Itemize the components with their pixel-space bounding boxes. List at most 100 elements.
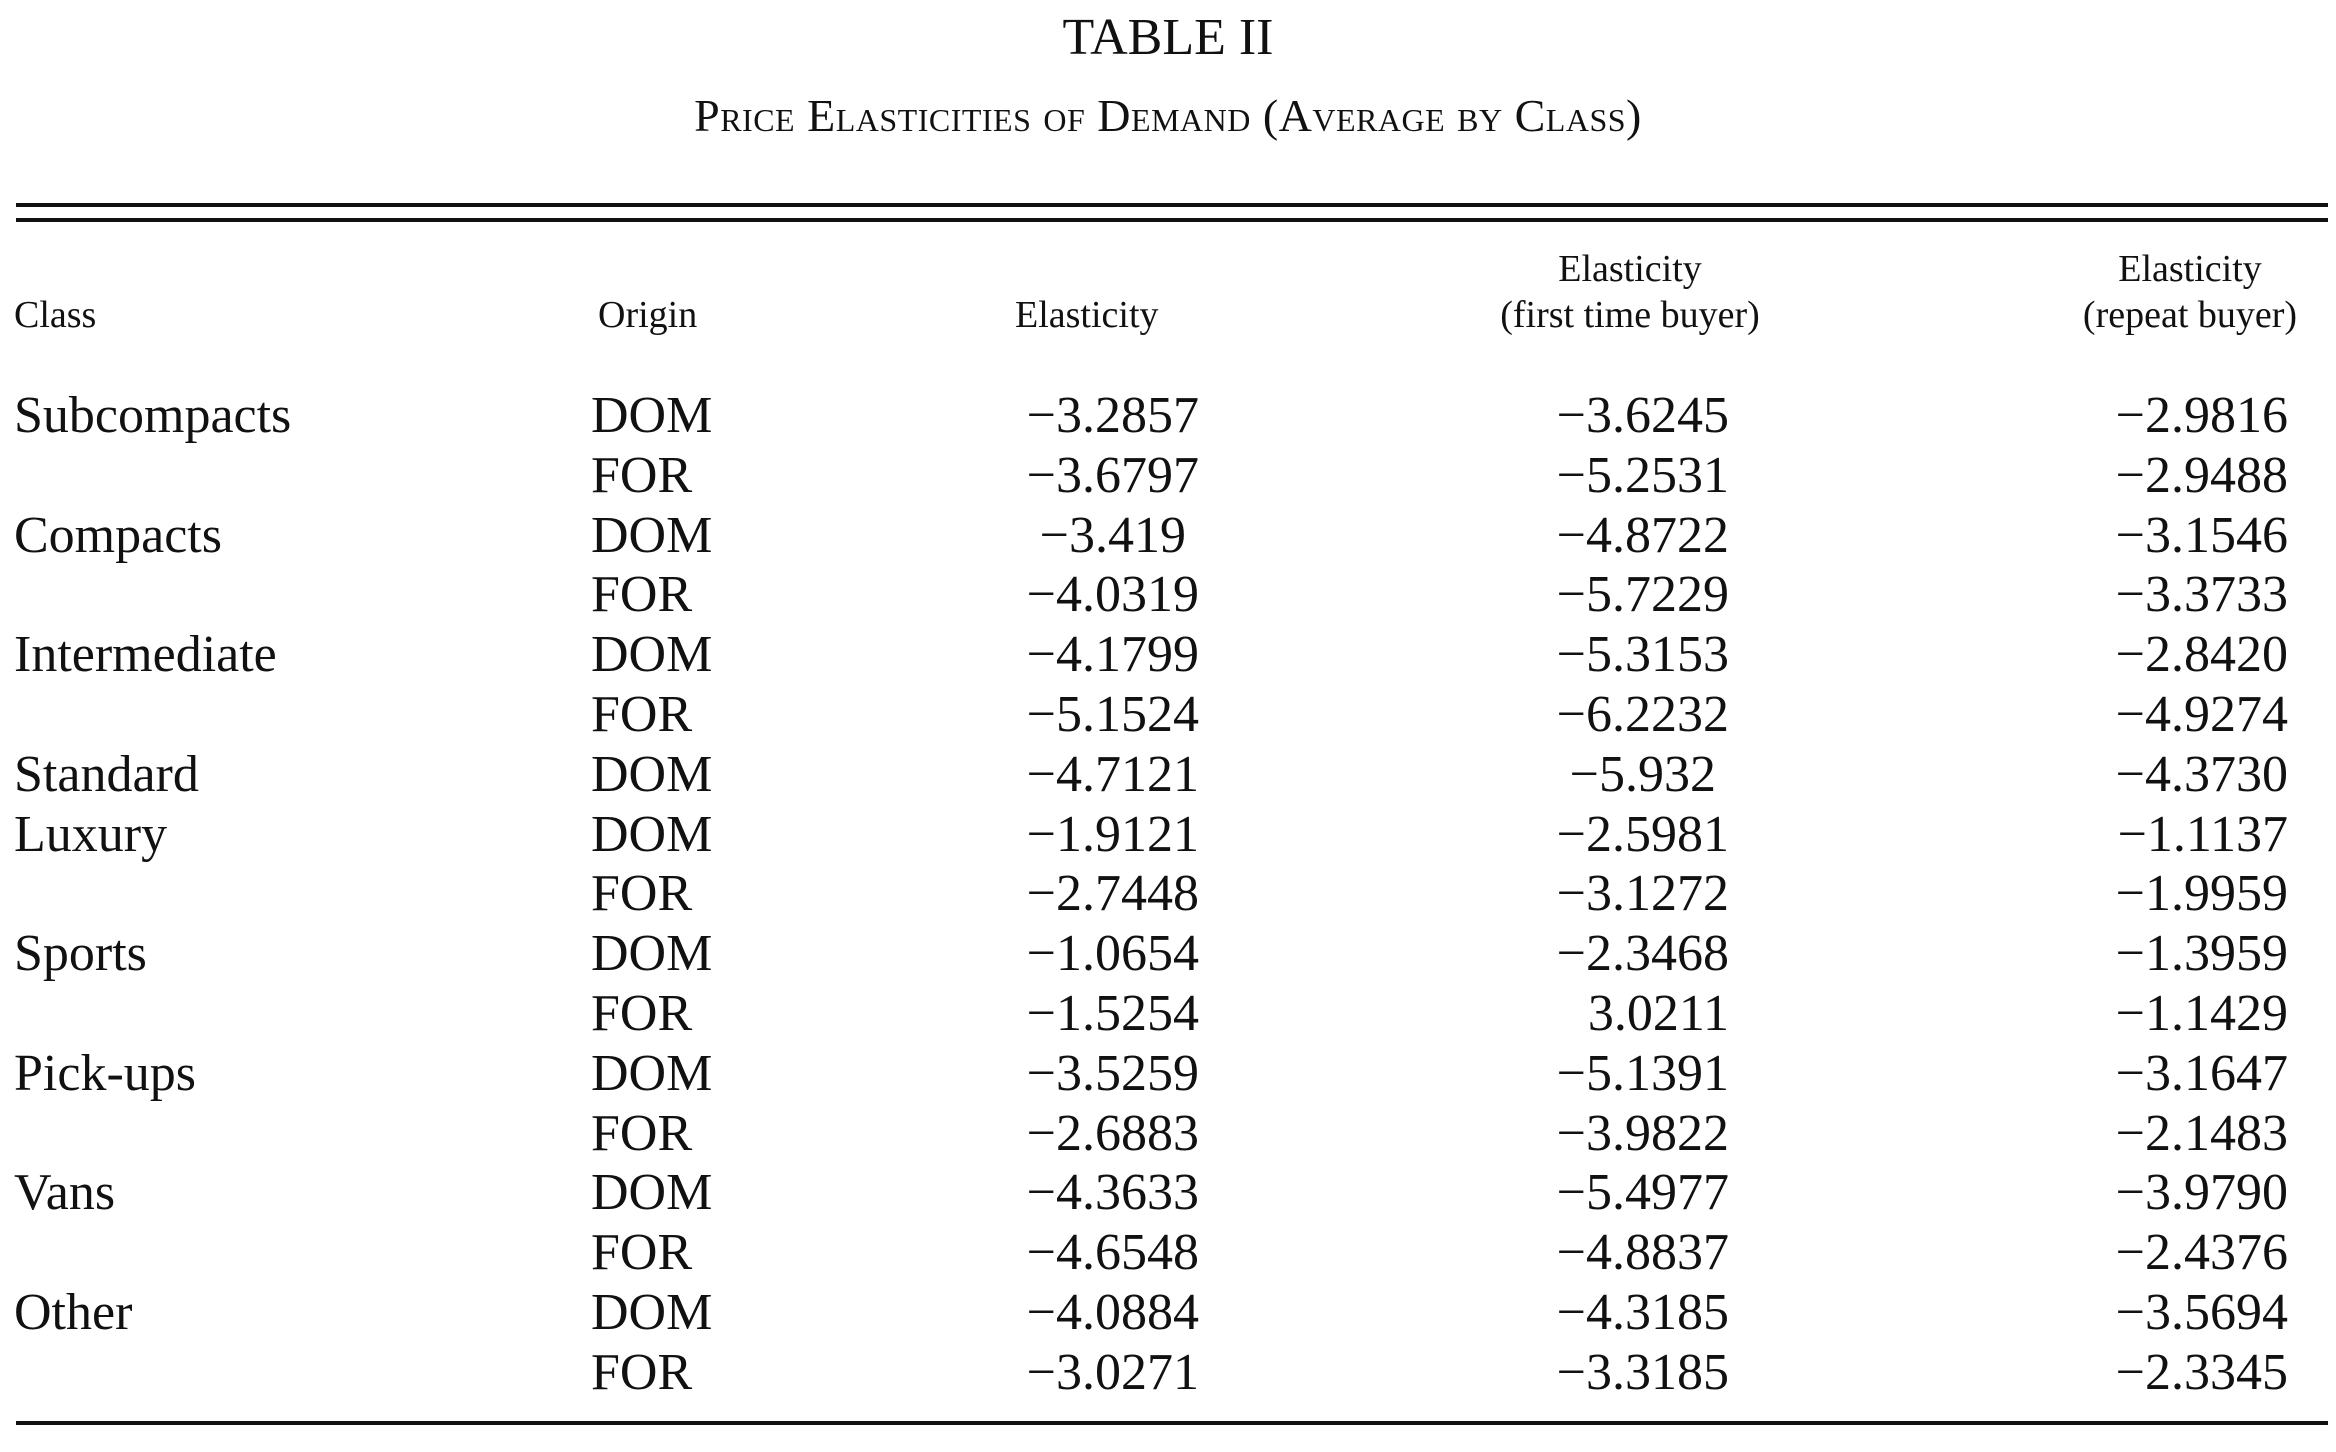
row-first-time-cell: −6.2232 xyxy=(1556,685,1729,743)
row-class-cell: Vans xyxy=(14,1164,116,1222)
row-repeat-cell: −3.9790 xyxy=(2115,1164,2288,1222)
row-repeat-cell: −1.1429 xyxy=(2115,984,2288,1042)
row-origin-cell: FOR xyxy=(591,1343,693,1401)
table-row: Intermediate DOM −4.1799 −5.3153 −2.8420 xyxy=(0,625,2336,685)
row-origin-cell: FOR xyxy=(591,566,693,624)
row-origin-cell: DOM xyxy=(591,1283,713,1341)
row-first-time-cell: −3.1272 xyxy=(1556,865,1729,923)
row-elasticity-cell: −3.419 xyxy=(1039,506,1199,564)
row-repeat-cell: −4.9274 xyxy=(2115,685,2288,743)
row-elasticity-cell: −3.5259 xyxy=(1026,1044,1199,1102)
table-row: FOR −2.6883 −3.9822 −2.1483 xyxy=(0,1104,2336,1164)
row-elasticity-cell: −3.2857 xyxy=(1026,387,1199,444)
row-first-time-cell: −3.6245 xyxy=(1556,387,1729,444)
row-repeat-cell: −2.1483 xyxy=(2115,1104,2288,1162)
row-class-cell: Pick-ups xyxy=(14,1044,196,1102)
row-first-time-cell: −4.3185 xyxy=(1556,1283,1729,1341)
top-rule-upper xyxy=(16,203,2328,207)
table-title: TABLE II xyxy=(1062,9,1274,66)
table-row: FOR −5.1524 −6.2232 −4.9274 xyxy=(0,685,2336,745)
row-elasticity-cell: −5.1524 xyxy=(1026,685,1199,743)
row-repeat-cell: −2.4376 xyxy=(2115,1224,2288,1282)
table-row: Luxury DOM −1.9121 −2.5981 −1.1137 xyxy=(0,805,2336,865)
row-origin-cell: DOM xyxy=(591,1164,713,1222)
row-origin-cell: FOR xyxy=(591,1104,693,1162)
row-origin-cell: FOR xyxy=(591,685,693,743)
row-first-time-cell: −4.8722 xyxy=(1556,506,1729,564)
row-origin-cell: DOM xyxy=(591,1044,713,1102)
row-class-cell: Luxury xyxy=(14,805,168,863)
row-elasticity-cell: −4.3633 xyxy=(1026,1164,1199,1222)
row-first-time-cell: −5.932 xyxy=(1569,745,1729,803)
header-first-time-line1: Elasticity xyxy=(1558,248,1702,290)
row-repeat-cell: −1.9959 xyxy=(2115,865,2288,923)
row-repeat-cell: −2.8420 xyxy=(2115,626,2288,684)
header-repeat-line1: Elasticity xyxy=(2118,248,2262,290)
row-repeat-cell: −2.3345 xyxy=(2115,1343,2288,1401)
row-elasticity-cell: −1.9121 xyxy=(1026,805,1199,863)
row-repeat-cell: −3.1546 xyxy=(2115,506,2288,564)
row-elasticity-cell: −3.6797 xyxy=(1026,446,1199,504)
table-row: FOR −4.6548 −4.8837 −2.4376 xyxy=(0,1223,2336,1283)
row-elasticity-cell: −1.0654 xyxy=(1026,925,1199,983)
row-elasticity-cell: −4.0884 xyxy=(1026,1283,1199,1341)
table-row: Vans DOM −4.3633 −5.4977 −3.9790 xyxy=(0,1163,2336,1223)
row-repeat-cell: −3.5694 xyxy=(2115,1283,2288,1341)
row-first-time-cell: 3.0211 xyxy=(1587,984,1729,1042)
row-repeat-cell: −4.3730 xyxy=(2115,745,2288,803)
row-origin-cell: FOR xyxy=(591,1224,693,1282)
row-origin-cell: DOM xyxy=(591,745,713,803)
row-class-cell: Standard xyxy=(14,745,199,803)
row-class-cell: Intermediate xyxy=(14,626,277,684)
row-first-time-cell: −4.8837 xyxy=(1556,1224,1729,1282)
row-origin-cell: FOR xyxy=(591,984,693,1042)
table-subtitle: Price Elasticities of Demand (Average by… xyxy=(694,90,1642,141)
row-elasticity-cell: −4.7121 xyxy=(1026,745,1199,803)
row-class-cell: Sports xyxy=(14,925,147,983)
table-row: Standard DOM −4.7121 −5.932 −4.3730 xyxy=(0,745,2336,805)
row-elasticity-cell: −4.0319 xyxy=(1026,566,1199,624)
table-row: FOR −4.0319 −5.7229 −3.3733 xyxy=(0,565,2336,625)
row-origin-cell: DOM xyxy=(591,387,713,444)
row-origin-cell: DOM xyxy=(591,506,713,564)
row-repeat-cell: −2.9488 xyxy=(2115,446,2288,504)
header-origin: Origin xyxy=(598,294,698,336)
row-first-time-cell: −3.3185 xyxy=(1556,1343,1729,1401)
row-class-cell: Other xyxy=(14,1283,133,1341)
table-row: Other DOM −4.0884 −4.3185 −3.5694 xyxy=(0,1283,2336,1343)
row-elasticity-cell: −4.1799 xyxy=(1026,626,1199,684)
row-origin-cell: DOM xyxy=(591,805,713,863)
row-repeat-cell: −1.1137 xyxy=(2117,805,2288,863)
row-first-time-cell: −2.3468 xyxy=(1556,925,1729,983)
bottom-rule xyxy=(16,1421,2328,1425)
row-elasticity-cell: −2.7448 xyxy=(1026,865,1199,923)
table-row: Sports DOM −1.0654 −2.3468 −1.3959 xyxy=(0,924,2336,984)
header-elasticity: Elasticity xyxy=(1015,294,1159,336)
row-origin-cell: FOR xyxy=(591,865,693,923)
row-class-cell: Subcompacts xyxy=(14,387,292,444)
row-class-cell: Compacts xyxy=(14,506,222,564)
table-body: Subcompacts DOM −3.2857 −3.6245 −2.9816 FOR −3… xyxy=(0,386,2336,1403)
row-first-time-cell: −5.4977 xyxy=(1556,1164,1729,1222)
row-repeat-cell: −1.3959 xyxy=(2115,925,2288,983)
table-row: FOR −2.7448 −3.1272 −1.9959 xyxy=(0,864,2336,924)
row-elasticity-cell: −1.5254 xyxy=(1026,984,1199,1042)
header-repeat-line2: (repeat buyer) xyxy=(2082,294,2298,336)
top-rule-lower xyxy=(16,218,2328,222)
table-row: FOR −3.6797 −5.2531 −2.9488 xyxy=(0,446,2336,506)
row-first-time-cell: −2.5981 xyxy=(1556,805,1729,863)
row-elasticity-cell: −4.6548 xyxy=(1026,1224,1199,1282)
row-first-time-cell: −5.7229 xyxy=(1556,566,1729,624)
row-first-time-cell: −5.2531 xyxy=(1556,446,1729,504)
table-row: Compacts DOM −3.419 −4.8722 −3.1546 xyxy=(0,506,2336,566)
row-elasticity-cell: −2.6883 xyxy=(1026,1104,1199,1162)
row-first-time-cell: −5.3153 xyxy=(1556,626,1729,684)
table-row: Subcompacts DOM −3.2857 −3.6245 −2.9816 xyxy=(0,386,2336,446)
header-class: Class xyxy=(14,294,97,336)
row-origin-cell: FOR xyxy=(591,446,693,504)
table-row: FOR −3.0271 −3.3185 −2.3345 xyxy=(0,1343,2336,1403)
row-repeat-cell: −2.9816 xyxy=(2115,387,2288,444)
row-repeat-cell: −3.1647 xyxy=(2115,1044,2288,1102)
row-first-time-cell: −3.9822 xyxy=(1556,1104,1729,1162)
row-repeat-cell: −3.3733 xyxy=(2115,566,2288,624)
